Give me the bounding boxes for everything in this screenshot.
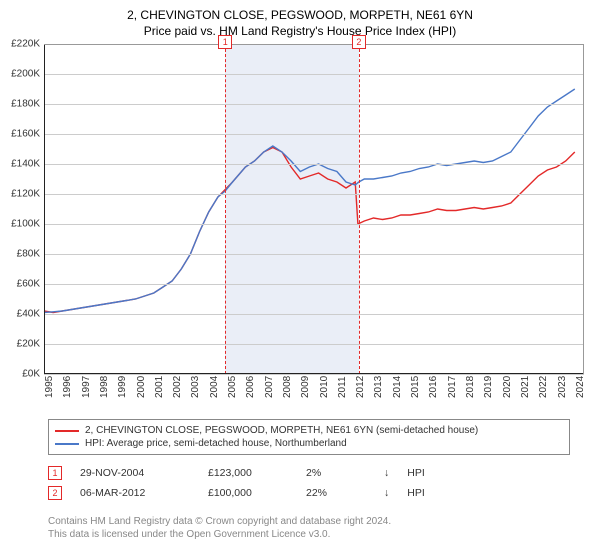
x-tick-label: 2024 — [575, 376, 586, 398]
title-block: 2, CHEVINGTON CLOSE, PEGSWOOD, MORPETH, … — [0, 0, 600, 38]
x-tick-label: 2000 — [136, 376, 147, 398]
y-tick-label: £80K — [2, 249, 40, 260]
x-tick-label: 2015 — [410, 376, 421, 398]
legend-label: 2, CHEVINGTON CLOSE, PEGSWOOD, MORPETH, … — [85, 425, 478, 436]
gridline — [44, 164, 584, 165]
sale-price: £100,000 — [208, 487, 288, 499]
y-tick-label: £100K — [2, 219, 40, 230]
x-tick-label: 2011 — [337, 376, 348, 398]
sale-pct: 22% — [306, 487, 366, 499]
gridline — [44, 104, 584, 105]
x-tick-label: 2018 — [465, 376, 476, 398]
sale-row: 1 29-NOV-2004 £123,000 2% ↓ HPI — [48, 463, 570, 483]
y-tick-label: £40K — [2, 309, 40, 320]
sale-date: 06-MAR-2012 — [80, 487, 190, 499]
x-tick-label: 1998 — [99, 376, 110, 398]
x-tick-label: 2010 — [319, 376, 330, 398]
y-tick-label: £180K — [2, 99, 40, 110]
y-tick-label: £20K — [2, 339, 40, 350]
y-tick-label: £120K — [2, 189, 40, 200]
x-tick-label: 2022 — [538, 376, 549, 398]
sale-pct: 2% — [306, 467, 366, 479]
x-tick-label: 2023 — [557, 376, 568, 398]
sale-marker-1: 1 — [218, 35, 232, 49]
gridline — [44, 314, 584, 315]
gridline — [44, 194, 584, 195]
x-tick-label: 2019 — [483, 376, 494, 398]
sale-row: 2 06-MAR-2012 £100,000 22% ↓ HPI — [48, 483, 570, 503]
y-tick-label: £160K — [2, 129, 40, 140]
y-tick-label: £200K — [2, 69, 40, 80]
x-tick-label: 1997 — [81, 376, 92, 398]
x-tick-label: 1996 — [62, 376, 73, 398]
sale-arrow-icon: ↓ — [384, 487, 389, 499]
x-tick-label: 2007 — [264, 376, 275, 398]
plot-border — [44, 44, 584, 45]
title-line-2: Price paid vs. HM Land Registry's House … — [0, 24, 600, 38]
band-border — [359, 44, 360, 374]
sale-hpi-tag: HPI — [407, 467, 425, 479]
x-tick-label: 1995 — [44, 376, 55, 398]
x-tick-label: 2017 — [447, 376, 458, 398]
gridline — [44, 254, 584, 255]
band-border — [225, 44, 226, 374]
sale-arrow-icon: ↓ — [384, 467, 389, 479]
x-tick-label: 2009 — [300, 376, 311, 398]
gridline — [44, 284, 584, 285]
x-tick-label: 2012 — [355, 376, 366, 398]
sale-index-box: 2 — [48, 486, 62, 500]
plot-border — [583, 44, 584, 374]
footer-line-1: Contains HM Land Registry data © Crown c… — [48, 515, 570, 528]
y-tick-label: £0K — [2, 369, 40, 380]
footer-line-2: This data is licensed under the Open Gov… — [48, 528, 570, 541]
sale-index-box: 1 — [48, 466, 62, 480]
gridline — [44, 74, 584, 75]
y-tick-label: £140K — [2, 159, 40, 170]
x-tick-label: 2002 — [172, 376, 183, 398]
x-tick-label: 2001 — [154, 376, 165, 398]
x-tick-label: 2013 — [373, 376, 384, 398]
footer-attribution: Contains HM Land Registry data © Crown c… — [48, 515, 570, 541]
legend-row: HPI: Average price, semi-detached house,… — [55, 437, 563, 450]
x-tick-label: 2003 — [190, 376, 201, 398]
x-tick-label: 2016 — [428, 376, 439, 398]
series-property — [44, 148, 575, 313]
chart-container: 2, CHEVINGTON CLOSE, PEGSWOOD, MORPETH, … — [0, 0, 600, 560]
x-tick-label: 2006 — [245, 376, 256, 398]
sale-hpi-tag: HPI — [407, 487, 425, 499]
legend-swatch — [55, 443, 79, 445]
gridline — [44, 224, 584, 225]
legend-row: 2, CHEVINGTON CLOSE, PEGSWOOD, MORPETH, … — [55, 424, 563, 437]
title-line-1: 2, CHEVINGTON CLOSE, PEGSWOOD, MORPETH, … — [0, 8, 600, 22]
sale-date: 29-NOV-2004 — [80, 467, 190, 479]
x-tick-label: 2021 — [520, 376, 531, 398]
plot-border — [44, 44, 45, 374]
legend: 2, CHEVINGTON CLOSE, PEGSWOOD, MORPETH, … — [48, 419, 570, 455]
x-tick-label: 2020 — [502, 376, 513, 398]
chart-area: £0K £20K £40K £60K £80K £100K £120K £140K £160K £… — [0, 38, 600, 413]
sale-marker-2: 2 — [352, 35, 366, 49]
plot-border — [44, 373, 584, 374]
x-tick-label: 2008 — [282, 376, 293, 398]
legend-label: HPI: Average price, semi-detached house,… — [85, 438, 347, 449]
x-tick-label: 2005 — [227, 376, 238, 398]
series-hpi — [44, 89, 575, 313]
y-tick-label: £220K — [2, 39, 40, 50]
x-tick-label: 1999 — [117, 376, 128, 398]
y-tick-label: £60K — [2, 279, 40, 290]
plot-region — [44, 44, 584, 374]
line-svg — [44, 44, 584, 374]
gridline — [44, 134, 584, 135]
sale-price: £123,000 — [208, 467, 288, 479]
x-tick-label: 2014 — [392, 376, 403, 398]
sales-table: 1 29-NOV-2004 £123,000 2% ↓ HPI 2 06-MAR-2012 £1… — [48, 463, 570, 503]
legend-swatch — [55, 430, 79, 432]
x-tick-label: 2004 — [209, 376, 220, 398]
gridline — [44, 344, 584, 345]
